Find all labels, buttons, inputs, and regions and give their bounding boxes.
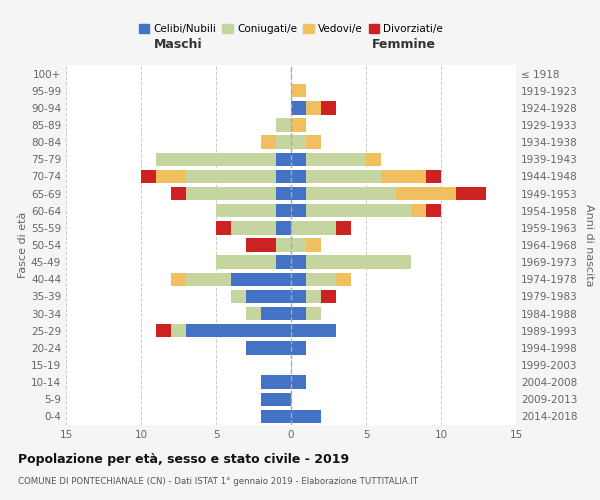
- Bar: [291, 238, 306, 252]
- Bar: [186, 187, 276, 200]
- Bar: [306, 238, 321, 252]
- Bar: [381, 170, 426, 183]
- Bar: [306, 101, 321, 114]
- Bar: [246, 341, 291, 354]
- Bar: [306, 272, 336, 286]
- Text: Maschi: Maschi: [154, 38, 203, 51]
- Bar: [276, 204, 291, 218]
- Bar: [246, 290, 291, 303]
- Bar: [276, 256, 291, 269]
- Bar: [261, 376, 291, 389]
- Legend: Celibi/Nubili, Coniugati/e, Vedovi/e, Divorziati/e: Celibi/Nubili, Coniugati/e, Vedovi/e, Di…: [134, 20, 448, 38]
- Bar: [366, 152, 381, 166]
- Bar: [291, 118, 306, 132]
- Bar: [261, 307, 291, 320]
- Bar: [291, 101, 306, 114]
- Bar: [321, 101, 336, 114]
- Bar: [261, 392, 291, 406]
- Bar: [306, 136, 321, 149]
- Bar: [291, 341, 306, 354]
- Bar: [306, 290, 321, 303]
- Bar: [291, 221, 336, 234]
- Bar: [276, 221, 291, 234]
- Bar: [246, 238, 276, 252]
- Bar: [231, 272, 291, 286]
- Bar: [306, 256, 411, 269]
- Bar: [186, 324, 291, 338]
- Bar: [306, 187, 396, 200]
- Bar: [426, 204, 441, 218]
- Bar: [276, 152, 291, 166]
- Bar: [336, 272, 351, 286]
- Bar: [141, 170, 156, 183]
- Bar: [156, 152, 276, 166]
- Bar: [261, 410, 291, 423]
- Bar: [291, 290, 306, 303]
- Bar: [306, 307, 321, 320]
- Text: COMUNE DI PONTECHIANALE (CN) - Dati ISTAT 1° gennaio 2019 - Elaborazione TUTTITA: COMUNE DI PONTECHIANALE (CN) - Dati ISTA…: [18, 478, 418, 486]
- Bar: [291, 256, 306, 269]
- Bar: [231, 221, 276, 234]
- Bar: [276, 238, 291, 252]
- Bar: [291, 376, 306, 389]
- Text: Popolazione per età, sesso e stato civile - 2019: Popolazione per età, sesso e stato civil…: [18, 452, 349, 466]
- Bar: [261, 136, 276, 149]
- Text: Femmine: Femmine: [371, 38, 436, 51]
- Bar: [156, 324, 171, 338]
- Bar: [186, 272, 231, 286]
- Bar: [291, 272, 306, 286]
- Bar: [171, 187, 186, 200]
- Bar: [156, 170, 186, 183]
- Bar: [171, 272, 186, 286]
- Bar: [291, 187, 306, 200]
- Bar: [171, 324, 186, 338]
- Bar: [231, 290, 246, 303]
- Bar: [276, 187, 291, 200]
- Bar: [291, 324, 336, 338]
- Bar: [276, 136, 291, 149]
- Bar: [246, 307, 261, 320]
- Bar: [216, 256, 276, 269]
- Y-axis label: Anni di nascita: Anni di nascita: [584, 204, 594, 286]
- Bar: [396, 187, 456, 200]
- Bar: [216, 221, 231, 234]
- Bar: [306, 152, 366, 166]
- Bar: [456, 187, 486, 200]
- Bar: [291, 136, 306, 149]
- Y-axis label: Fasce di età: Fasce di età: [18, 212, 28, 278]
- Bar: [291, 410, 321, 423]
- Bar: [216, 204, 276, 218]
- Bar: [291, 152, 306, 166]
- Bar: [291, 84, 306, 98]
- Bar: [411, 204, 426, 218]
- Bar: [276, 118, 291, 132]
- Bar: [291, 170, 306, 183]
- Bar: [306, 204, 411, 218]
- Bar: [291, 204, 306, 218]
- Bar: [186, 170, 276, 183]
- Bar: [426, 170, 441, 183]
- Bar: [321, 290, 336, 303]
- Bar: [276, 170, 291, 183]
- Bar: [336, 221, 351, 234]
- Bar: [291, 307, 306, 320]
- Bar: [306, 170, 381, 183]
